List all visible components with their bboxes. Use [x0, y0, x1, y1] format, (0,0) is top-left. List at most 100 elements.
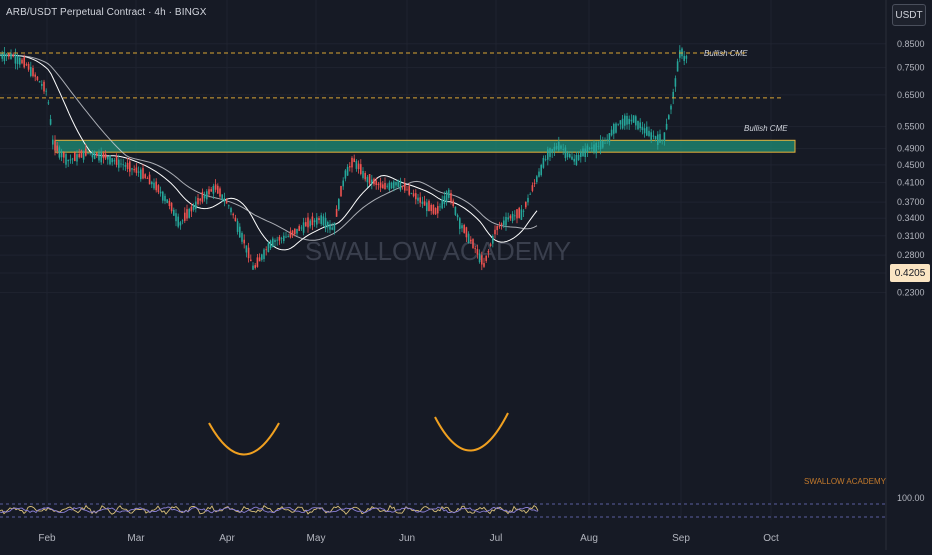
- candle-body: [10, 53, 12, 59]
- candle-body: [159, 191, 162, 194]
- candle-body: [663, 132, 666, 141]
- candle-body: [296, 228, 298, 234]
- candle-body: [43, 81, 45, 92]
- candle-body: [133, 169, 135, 171]
- candle-body: [269, 240, 272, 249]
- candle-body: [390, 182, 393, 189]
- cup-arcs: [208, 412, 509, 456]
- price-tick-label: 0.4500: [897, 160, 925, 170]
- candle-body: [650, 132, 652, 140]
- candle-body: [586, 145, 589, 153]
- candle-body: [531, 185, 534, 191]
- time-tick-label: Sep: [672, 533, 690, 544]
- candle-body: [397, 180, 399, 187]
- candle-body: [364, 172, 366, 180]
- candle-body: [470, 239, 472, 242]
- candle-body: [129, 161, 131, 172]
- candle-body: [144, 174, 146, 178]
- cme-levels: Bullish CME Bullish CME: [0, 49, 788, 133]
- candle-body: [591, 147, 593, 149]
- watermark-text: SWALLOW ACADEMY: [305, 236, 571, 266]
- candle-body: [239, 226, 241, 238]
- candle-body: [632, 115, 635, 123]
- candle-body: [192, 205, 195, 210]
- candle-body: [164, 195, 166, 202]
- candle-body: [285, 236, 287, 238]
- candle-body: [1, 53, 3, 59]
- candle-body: [428, 200, 430, 212]
- candle-body: [630, 119, 633, 122]
- time-tick-label: Apr: [219, 533, 235, 544]
- currency-unit-button[interactable]: USDT: [892, 4, 926, 26]
- candle-body: [463, 224, 465, 233]
- candle-body: [254, 265, 256, 268]
- candle-body: [261, 254, 263, 260]
- candle-body: [140, 169, 142, 180]
- candle-body: [263, 249, 265, 260]
- candle-body: [617, 123, 619, 125]
- candle-body: [291, 230, 294, 236]
- price-axis[interactable]: 0.8500 0.7500 0.6500 0.5500 0.4900 0.4500 0.41…: [897, 39, 925, 298]
- candle-body: [454, 206, 457, 215]
- candle-body: [49, 119, 52, 125]
- candle-body: [410, 193, 413, 194]
- candle-body: [619, 120, 622, 125]
- candle-body: [25, 64, 28, 66]
- time-axis[interactable]: Feb Mar Apr May Jun Jul Aug Sep Oct: [38, 533, 779, 544]
- candle-body: [219, 188, 221, 197]
- candle-body: [67, 159, 69, 162]
- candle-body: [661, 140, 663, 142]
- candle-body: [564, 147, 567, 159]
- candle-body: [155, 181, 157, 191]
- candle-body: [566, 151, 569, 158]
- candle-body: [602, 141, 604, 148]
- candle-body: [500, 223, 503, 225]
- candle-body: [21, 59, 23, 64]
- candle-body: [423, 201, 426, 206]
- candle-body: [104, 153, 107, 159]
- candle-body: [417, 197, 419, 201]
- candle-body: [109, 155, 111, 165]
- candle-body: [503, 220, 505, 225]
- candle-body: [452, 200, 454, 207]
- candle-body: [135, 167, 138, 173]
- candle-body: [360, 164, 362, 175]
- candle-body: [544, 159, 547, 161]
- candle-body: [142, 168, 144, 179]
- candle-body: [107, 156, 109, 160]
- candle-body: [628, 118, 630, 125]
- candle-body: [681, 48, 683, 57]
- candle-body: [408, 186, 410, 195]
- candle-body: [573, 158, 575, 162]
- candle-body: [252, 265, 254, 270]
- candle-body: [487, 250, 490, 253]
- candle-body: [146, 178, 149, 180]
- candle-body: [683, 55, 685, 61]
- candle-body: [549, 148, 551, 157]
- candle-body: [19, 57, 21, 65]
- candle-body: [404, 183, 406, 191]
- candle-body: [665, 123, 668, 130]
- candle-body: [80, 150, 83, 158]
- candle-body: [492, 235, 494, 244]
- candle-body: [181, 220, 184, 222]
- candle-body: [111, 158, 113, 163]
- price-tick-label: 0.4900: [897, 144, 925, 154]
- candlesticks: [0, 45, 688, 271]
- price-tick-label: 0.4100: [897, 178, 925, 188]
- candle-body: [584, 148, 586, 158]
- candle-body: [184, 212, 186, 221]
- candle-body: [613, 123, 615, 134]
- chart-title: ARB/USDT Perpetual Contract · 4h · BINGX: [6, 7, 207, 18]
- candle-body: [582, 148, 584, 157]
- candle-body: [441, 199, 443, 209]
- time-tick-label: Feb: [38, 533, 56, 544]
- oscillator-level-label: 100.00: [897, 493, 925, 503]
- candle-body: [173, 209, 175, 216]
- candle-body: [494, 229, 496, 235]
- candle-body: [63, 152, 65, 158]
- cup-arc-left: [208, 422, 280, 456]
- candle-body: [36, 76, 39, 81]
